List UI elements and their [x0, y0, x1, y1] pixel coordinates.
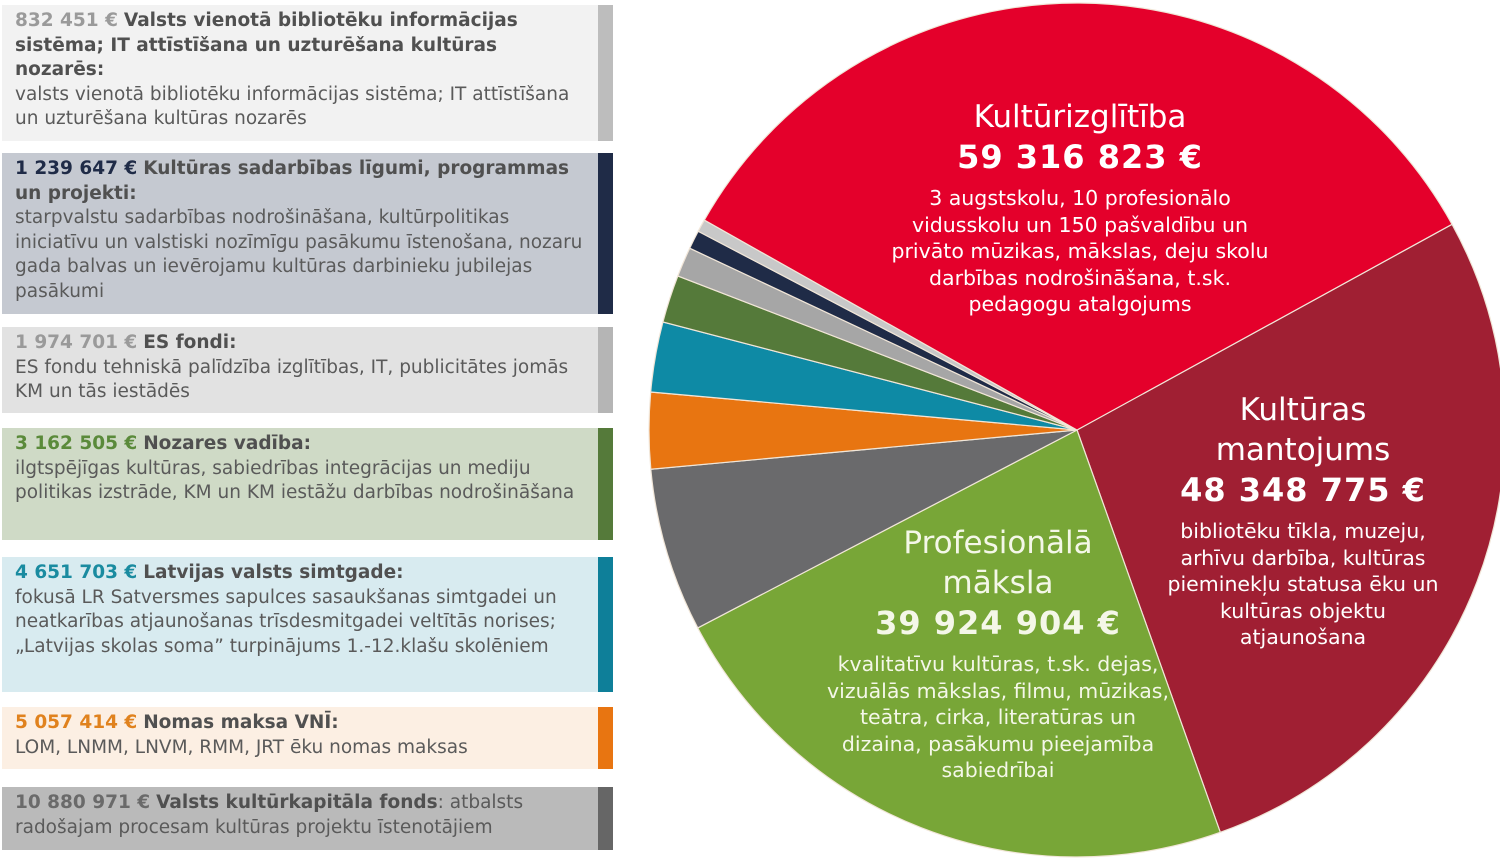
slice-description: 3 augstskolu, 10 profesionālo vidusskolu… — [891, 186, 1269, 316]
slice-description: kvalitatīvu kultūras, t.sk. dejas, vizuā… — [827, 652, 1169, 782]
legend-amount: 5 057 414 € — [15, 712, 138, 733]
legend-accent-bar — [598, 153, 613, 314]
legend-box: 3 162 505 € Nozares vadība: ilgtspējīgas … — [2, 428, 613, 540]
slice-title: Kultūrizglītība — [973, 99, 1187, 135]
legend-amount: 10 880 971 € — [15, 792, 151, 813]
legend-description: ES fondu tehniskā palīdzība izglītības, … — [15, 356, 569, 403]
legend-description: : atbalsts radošajam procesam kultūras p… — [15, 792, 524, 838]
legend-box: 832 451 € Valsts vienotā bibliotēku info… — [2, 5, 613, 141]
legend-box: 1 974 701 € ES fondi: ES fondu tehniskā p… — [2, 327, 613, 413]
legend-accent-bar — [598, 428, 613, 540]
legend-accent-bar — [598, 787, 613, 850]
legend-accent-bar — [598, 327, 613, 413]
slice-amount: 48 348 775 € — [1180, 471, 1426, 509]
legend-description: starpvalstu sadarbības nodrošināšana, ku… — [15, 207, 583, 302]
legend-title: Valsts kultūrkapitāla fonds — [156, 792, 438, 813]
legend-description: valsts vienotā bibliotēku informācijas s… — [15, 83, 570, 130]
pie-label-maksla: Profesionālā māksla 39 924 904 € kvalita… — [820, 523, 1176, 784]
slice-amount: 39 924 904 € — [875, 604, 1121, 642]
legend-box: 1 239 647 € Kultūras sadarbības līgumi, … — [2, 153, 613, 314]
legend-title: Kultūras sadarbības līgumi, programmas u… — [15, 158, 570, 204]
slice-amount: 59 316 823 € — [957, 138, 1203, 176]
legend-box: 10 880 971 € Valsts kultūrkapitāla fonds… — [2, 787, 613, 850]
pie-slice — [703, 2, 1453, 431]
legend-title: Nozares vadība: — [143, 433, 312, 454]
slice-title: Kultūras mantojums — [1215, 392, 1391, 468]
slice-title: Profesionālā māksla — [903, 525, 1093, 601]
legend-accent-bar — [598, 5, 613, 141]
legend-amount: 1 239 647 € — [15, 158, 138, 179]
legend-box: 4 651 703 € Latvijas valsts simtgade: fok… — [2, 557, 613, 692]
pie-slice — [650, 429, 1078, 629]
legend-title: Latvijas valsts simtgade: — [143, 562, 404, 583]
legend-amount: 3 162 505 € — [15, 433, 138, 454]
legend-description: ilgtspējīgas kultūras, sabiedrības integ… — [15, 457, 575, 504]
legend-title: ES fondi: — [143, 332, 237, 353]
pie-slice — [1076, 223, 1500, 834]
legend-amount: 1 974 701 € — [15, 332, 138, 353]
legend-description: LOM, LNMM, LNVM, RMM, JRT ēku nomas maks… — [15, 736, 468, 758]
legend-description: fokusā LR Satversmes sapulces sasaukšana… — [15, 586, 557, 657]
pie-slice — [696, 429, 1222, 858]
legend-accent-bar — [598, 557, 613, 692]
legend-box: 5 057 414 € Nomas maksa VNĪ: LOM, LNMM, L… — [2, 707, 613, 769]
pie-label-kulturizglitiba: Kultūrizglītība 59 316 823 € 3 augstskol… — [860, 97, 1300, 318]
pie-label-mantojums: Kultūras mantojums 48 348 775 € bibliotē… — [1150, 390, 1456, 651]
legend-title: Valsts vienotā bibliotēku informācijas s… — [15, 10, 518, 80]
legend-amount: 832 451 € — [15, 10, 118, 31]
slice-description: bibliotēku tīkla, muzeju, arhīvu darbība… — [1167, 519, 1439, 649]
legend-amount: 4 651 703 € — [15, 562, 138, 583]
legend-accent-bar — [598, 707, 613, 769]
legend-title: Nomas maksa VNĪ: — [143, 712, 339, 733]
